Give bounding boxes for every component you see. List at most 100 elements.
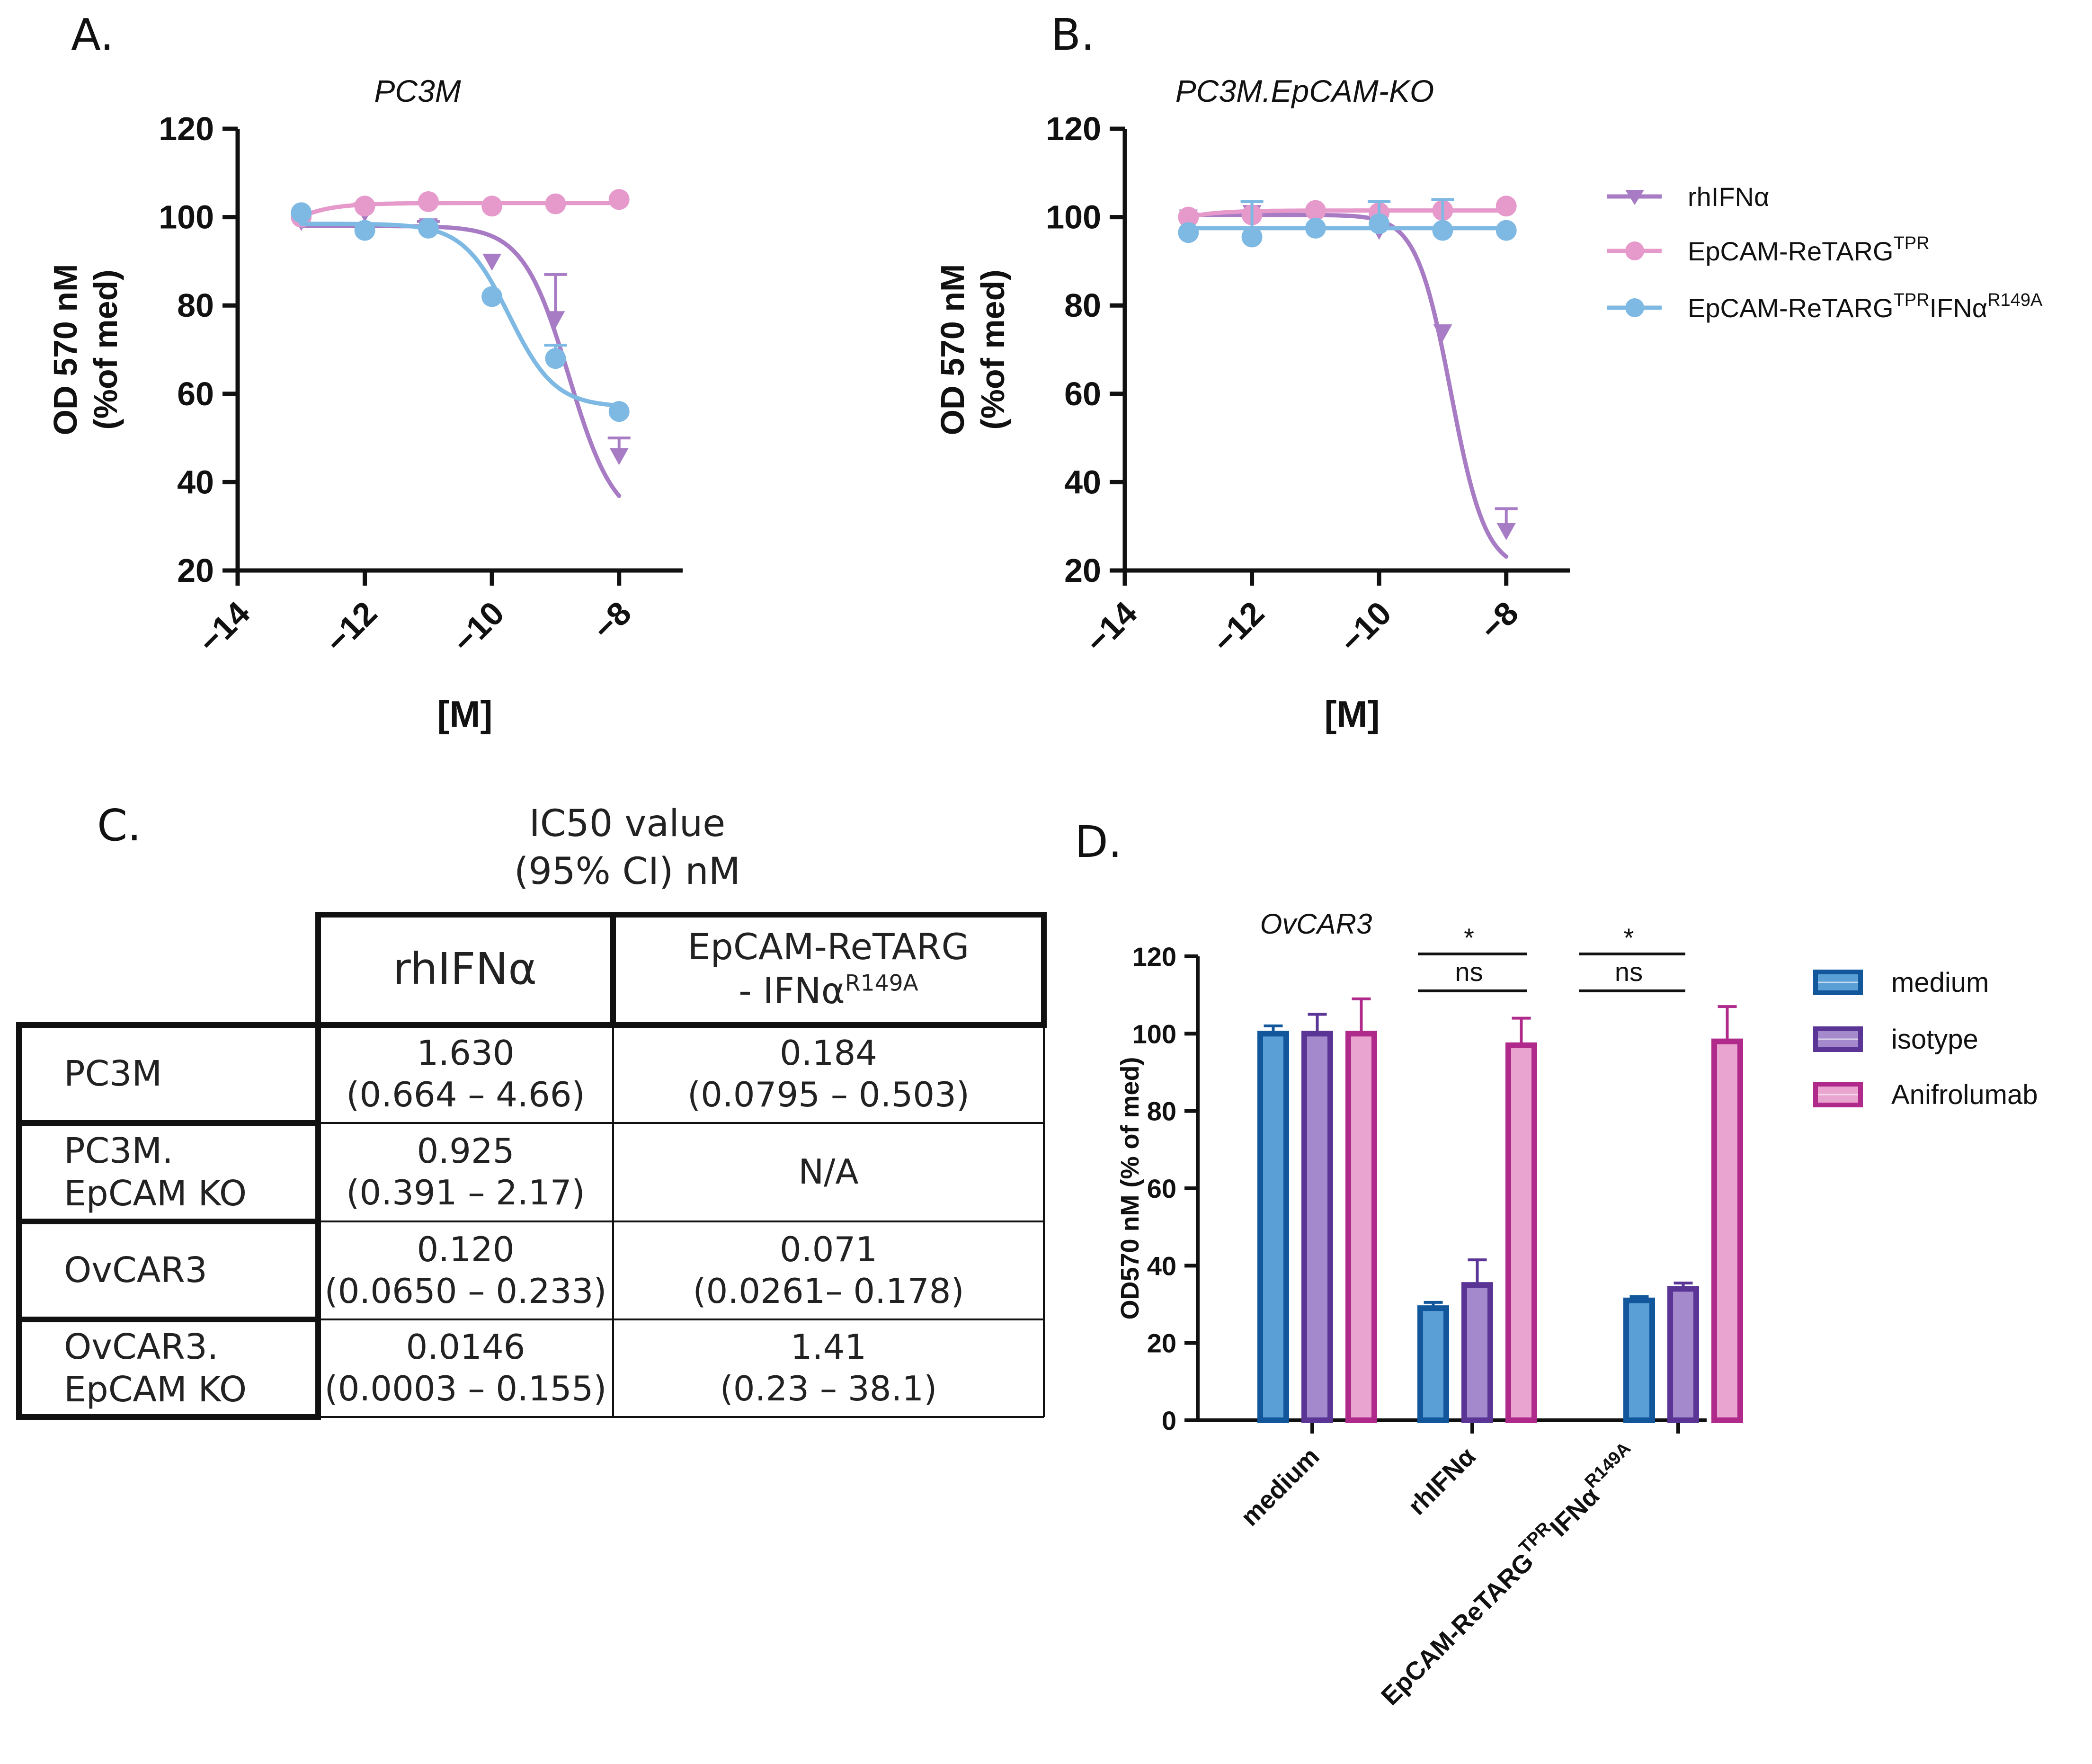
y-tick-label: 80 — [1064, 287, 1101, 324]
table-row-name: OvCAR3. EpCAM KO — [19, 1319, 318, 1417]
ic50-header-retarg: EpCAM-ReTARG - IFNαR149A — [615, 915, 1042, 1024]
ic50-ci: (0.0003 – 0.155) — [324, 1369, 607, 1408]
y-tick-label: 60 — [177, 375, 214, 412]
fit-curve — [299, 222, 622, 408]
data-point — [608, 189, 630, 210]
bar-medium — [1623, 1297, 1655, 1423]
y-axis-label: OD 570 nM — [47, 264, 84, 436]
table-cell-rhifna: 1.630 (0.664 – 4.66) — [318, 1025, 613, 1123]
ic50-header-rhifna: rhIFNα — [318, 915, 612, 1024]
ic50-header-retarg-line1: EpCAM-ReTARG — [687, 926, 970, 968]
legend-label-r149a: EpCAM-ReTARGTPRIFNαR149A — [1688, 290, 2043, 323]
bar-Anifrolumab — [1711, 1038, 1743, 1424]
legend-label-rhifna: rhIFNα — [1688, 182, 1769, 212]
y-axis-label: (%of med) — [974, 269, 1011, 429]
legend-sup: TPR — [1894, 290, 1930, 310]
data-point — [609, 448, 629, 465]
ic50-value: 0.071 — [779, 1229, 878, 1269]
bar-Anifrolumab — [1505, 1042, 1537, 1423]
table-row-name-line1: PC3M. — [64, 1130, 173, 1171]
y-tick-label: 0 — [1162, 1406, 1176, 1435]
bar-Anifrolumab — [1345, 1031, 1377, 1423]
bar-isotype — [1667, 1286, 1699, 1423]
ic50-header-retarg-sup: R149A — [845, 970, 918, 997]
y-tick-label: 40 — [1147, 1251, 1176, 1281]
fit-curve — [1186, 213, 1509, 559]
table-row-name: PC3M — [19, 1025, 318, 1123]
data-point — [1496, 196, 1517, 217]
table-row-name: PC3M. EpCAM KO — [19, 1123, 318, 1221]
table-row-name: OvCAR3 — [19, 1221, 318, 1319]
significance-star: * — [1624, 923, 1634, 953]
y-tick-label: 20 — [1147, 1328, 1176, 1358]
legend-marker — [1625, 241, 1644, 260]
data-point — [545, 348, 566, 369]
legend-marker — [1625, 190, 1644, 205]
data-point — [1305, 217, 1326, 239]
y-tick-label: 60 — [1147, 1174, 1176, 1203]
data-point — [418, 191, 439, 212]
y-tick-label: 40 — [1064, 463, 1101, 500]
panel-b-letter: B. — [1051, 9, 1095, 60]
chart-title: PC3M.EpCAM-KO — [1175, 73, 1434, 108]
panel-d-letter: D. — [1075, 817, 1122, 867]
y-tick-label: 120 — [1046, 110, 1101, 147]
data-point — [1432, 220, 1453, 241]
table-header-border — [315, 912, 1047, 1028]
ic50-table-title: IC50 value (95% CI) nM — [473, 800, 781, 896]
y-axis-label: (%of med) — [87, 269, 124, 429]
y-axis-label: OD570 nM (% of med) — [1116, 1057, 1144, 1319]
data-point — [418, 217, 439, 239]
data-point — [482, 253, 502, 271]
data-point — [354, 220, 375, 241]
y-tick-label: 100 — [159, 199, 214, 236]
data-point — [546, 311, 565, 329]
bar-isotype — [1461, 1282, 1493, 1424]
ic50-value: 1.41 — [790, 1327, 867, 1367]
table-cell-retarg: 1.41 (0.23 – 38.1) — [613, 1319, 1044, 1417]
table-rowname-border — [16, 1317, 321, 1420]
y-tick-label: 80 — [177, 287, 214, 324]
legend-label-medium: medium — [1891, 967, 1989, 998]
ic50-ci: (0.0261– 0.178) — [693, 1271, 964, 1311]
data-point — [1433, 324, 1452, 342]
ic50-ci: (0.664 – 4.66) — [346, 1074, 585, 1114]
y-tick-label: 120 — [159, 110, 214, 147]
data-point — [545, 193, 566, 214]
ic50-value: 0.120 — [417, 1229, 515, 1269]
x-axis-label: [M] — [1325, 693, 1380, 735]
ic50-value: 0.925 — [417, 1131, 515, 1171]
ic50-ci: (0.0650 – 0.233) — [324, 1271, 607, 1311]
data-point — [1496, 220, 1517, 241]
table-cell-retarg: 0.071 (0.0261– 0.178) — [613, 1221, 1044, 1319]
ic50-value: 0.184 — [779, 1033, 878, 1073]
data-point — [1496, 523, 1516, 541]
ic50-ci: (0.391 – 2.17) — [346, 1173, 585, 1212]
data-point — [1305, 200, 1326, 221]
data-point — [291, 202, 312, 223]
legend-sup: R149A — [1987, 290, 2043, 310]
y-tick-label: 80 — [1147, 1096, 1176, 1126]
data-point — [1178, 222, 1199, 243]
ic50-header-retarg-line2: - IFNαR149A — [739, 969, 918, 1013]
data-point — [481, 286, 503, 307]
data-point — [1241, 226, 1263, 248]
panel-c-letter: C. — [97, 800, 142, 851]
table-cell-retarg: 0.184 (0.0795 – 0.503) — [613, 1025, 1044, 1123]
ic50-value: 0.0146 — [406, 1327, 525, 1367]
table-row-name-line1: PC3M — [64, 1053, 162, 1095]
x-axis-label: [M] — [437, 693, 493, 735]
data-point — [608, 401, 630, 422]
ic50-value: 1.630 — [417, 1033, 515, 1073]
table-cell-retarg: N/A — [613, 1123, 1044, 1221]
chart-title: OvCAR3 — [1260, 908, 1372, 940]
table-row-name-line2: EpCAM KO — [64, 1173, 247, 1214]
data-point — [481, 196, 503, 217]
ic50-ci: (0.0795 – 0.503) — [687, 1074, 970, 1114]
legend-label-tpr: EpCAM-ReTARGTPR — [1688, 233, 1930, 266]
ic50-title-line2: (95% CI) nM — [514, 850, 741, 893]
legend-label-Anifrolumab: Anifrolumab — [1891, 1079, 2038, 1110]
data-point — [354, 196, 375, 217]
table-row-name-line1: OvCAR3 — [64, 1250, 207, 1291]
